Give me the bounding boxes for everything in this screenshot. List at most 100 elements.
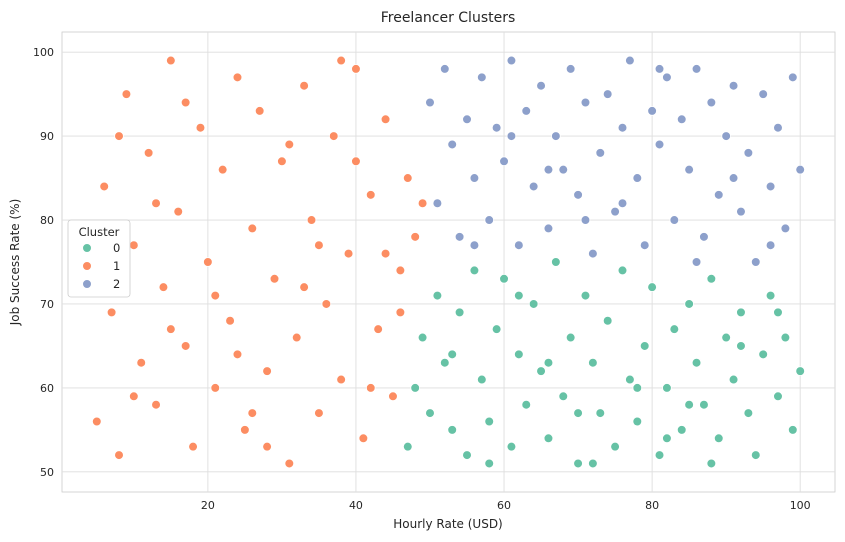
data-point [328, 131, 339, 141]
data-point [602, 315, 613, 326]
y-tick-label: 90 [40, 130, 54, 143]
data-point [514, 349, 524, 360]
data-point [765, 181, 776, 192]
data-point [425, 97, 435, 108]
data-point [625, 55, 635, 66]
y-tick-labels: 50 60 70 80 90 100 [33, 46, 54, 479]
data-point [195, 122, 206, 133]
data-point [410, 383, 420, 393]
y-tick-label: 70 [40, 298, 54, 311]
data-point [758, 349, 768, 360]
data-point [639, 240, 650, 251]
data-point [787, 72, 798, 83]
data-point [743, 408, 754, 418]
y-tick-label: 80 [40, 214, 54, 227]
data-point [121, 89, 132, 99]
data-point [765, 290, 776, 301]
series-0 [402, 257, 806, 469]
data-point [484, 458, 495, 469]
data-point [506, 55, 517, 66]
data-point [166, 324, 176, 334]
grid-lines [62, 32, 835, 492]
data-point [551, 257, 561, 267]
data-point [602, 89, 613, 99]
data-point [99, 181, 110, 192]
data-point [691, 357, 702, 368]
data-point [343, 248, 354, 259]
data-point [765, 240, 776, 251]
data-point [521, 106, 532, 116]
data-point [136, 357, 147, 368]
data-point [721, 332, 731, 343]
data-point [728, 173, 739, 183]
data-point [262, 441, 272, 452]
data-point [143, 148, 154, 158]
data-point [506, 441, 517, 452]
y-axis-title: Job Success Rate (%) [8, 199, 22, 327]
data-point [314, 408, 324, 418]
data-point [610, 441, 620, 452]
x-tick-label: 20 [201, 499, 215, 512]
data-point [787, 425, 798, 435]
data-point [410, 232, 420, 242]
data-point [543, 164, 554, 175]
data-point [499, 156, 509, 167]
data-point [114, 450, 124, 460]
data-point [225, 315, 235, 326]
data-point [676, 114, 687, 125]
data-point [669, 215, 680, 225]
data-point [617, 198, 628, 209]
data-point [521, 399, 532, 410]
data-point [321, 299, 332, 309]
data-point [432, 198, 443, 209]
data-point [706, 97, 717, 108]
data-point [291, 332, 302, 343]
data-point [795, 366, 806, 376]
data-point [484, 416, 495, 427]
data-point [632, 173, 643, 183]
x-tick-label: 60 [497, 499, 511, 512]
data-point [351, 156, 361, 167]
data-point [166, 55, 176, 66]
data-point [469, 240, 480, 251]
data-point [247, 223, 258, 234]
data-point [284, 139, 295, 150]
data-point [336, 55, 346, 66]
data-point [662, 383, 672, 393]
data-point [551, 131, 561, 141]
data-point [773, 391, 783, 402]
series-2 [425, 55, 806, 267]
data-point [277, 156, 287, 167]
data-point [588, 458, 598, 469]
data-point [395, 307, 406, 318]
data-point [484, 215, 495, 225]
data-point [528, 299, 539, 309]
data-point [543, 223, 554, 234]
data-point [662, 72, 672, 83]
chart-title: Freelancer Clusters [381, 10, 516, 26]
data-point [573, 458, 583, 469]
data-point [654, 64, 665, 74]
data-point [151, 399, 161, 410]
data-point [795, 164, 806, 175]
data-point [114, 131, 124, 141]
data-point [217, 164, 228, 175]
data-point [543, 433, 554, 444]
data-point [588, 357, 598, 368]
data-point [106, 307, 117, 318]
data-point [558, 164, 569, 175]
data-point [632, 416, 643, 427]
data-point [706, 273, 717, 284]
data-point [254, 106, 265, 116]
data-point [699, 232, 709, 242]
legend-title: Cluster [79, 225, 120, 239]
plot-area [61, 31, 836, 493]
data-point [684, 299, 694, 309]
data-point [713, 433, 724, 444]
data-point [684, 164, 694, 175]
data-point [425, 408, 435, 418]
data-point [699, 399, 709, 410]
data-point [151, 198, 161, 209]
data-point [595, 148, 606, 158]
data-point [365, 190, 376, 200]
